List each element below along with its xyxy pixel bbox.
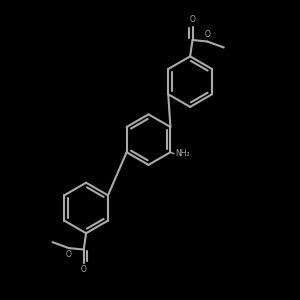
- Text: O: O: [65, 250, 71, 260]
- Text: NH₂: NH₂: [176, 149, 190, 158]
- Text: O: O: [190, 15, 195, 24]
- Text: O: O: [81, 265, 87, 274]
- Text: O: O: [205, 30, 211, 39]
